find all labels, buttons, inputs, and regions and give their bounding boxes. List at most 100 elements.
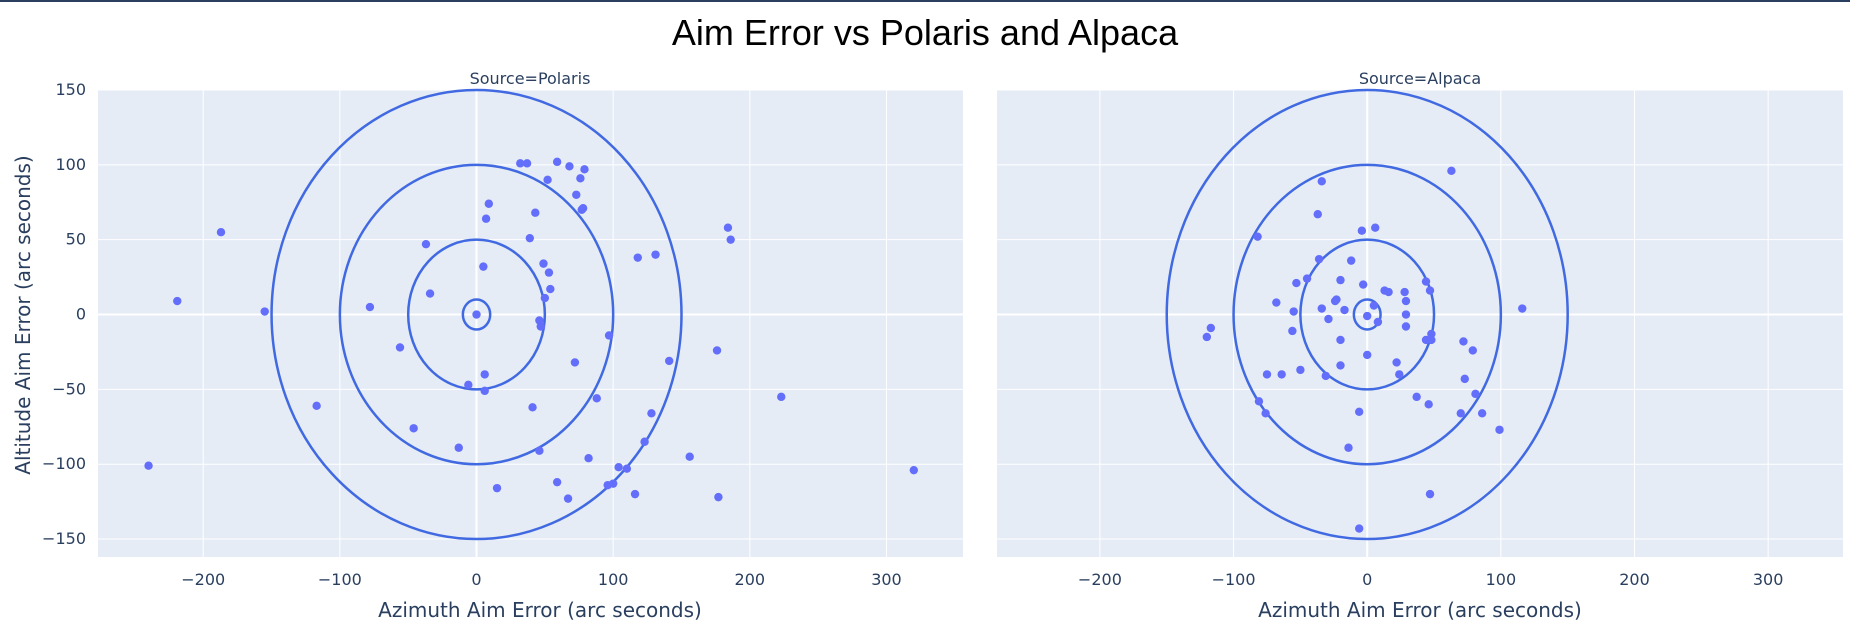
data-point bbox=[604, 331, 614, 340]
data-point bbox=[1289, 307, 1298, 316]
data-point bbox=[1313, 210, 1322, 219]
data-point bbox=[1425, 286, 1435, 295]
x-tick-label: −100 bbox=[318, 570, 362, 589]
grid-polaris bbox=[98, 89, 963, 557]
data-point bbox=[909, 465, 919, 475]
x-tick-label: 200 bbox=[1619, 570, 1650, 589]
target-ring bbox=[461, 298, 492, 331]
data-point bbox=[1206, 323, 1216, 333]
top-border bbox=[0, 0, 1850, 2]
data-point bbox=[1447, 166, 1456, 176]
data-point bbox=[640, 437, 649, 446]
y-tick-label: −100 bbox=[42, 454, 86, 473]
data-point bbox=[472, 310, 481, 319]
y-tick-label: 50 bbox=[66, 230, 86, 249]
data-point bbox=[1357, 226, 1367, 235]
target-ring bbox=[1232, 163, 1503, 466]
points-polaris bbox=[144, 157, 919, 503]
data-point bbox=[544, 268, 554, 277]
data-point bbox=[1421, 277, 1431, 286]
data-point bbox=[480, 370, 489, 379]
data-point bbox=[1401, 296, 1411, 306]
data-point bbox=[522, 159, 532, 168]
data-point bbox=[1468, 346, 1477, 355]
data-point bbox=[409, 424, 418, 433]
data-point bbox=[1336, 361, 1345, 370]
data-point bbox=[492, 483, 502, 493]
y-tick-label: 0 bbox=[76, 305, 86, 324]
data-point bbox=[1400, 287, 1409, 297]
data-point bbox=[1427, 329, 1436, 339]
data-point bbox=[580, 165, 589, 174]
data-point bbox=[312, 401, 321, 411]
data-point bbox=[1288, 326, 1297, 336]
panel-polaris: Source=Polaris −150 −100 −50 0 50 100 150 −200… bbox=[42, 69, 963, 589]
data-point bbox=[777, 392, 786, 402]
data-point bbox=[1371, 223, 1380, 232]
data-point bbox=[144, 461, 153, 470]
x-tick-label: 300 bbox=[871, 570, 902, 589]
y-tick-label: −50 bbox=[52, 379, 86, 398]
data-point bbox=[1401, 310, 1411, 319]
x-tick-label: 100 bbox=[598, 570, 629, 589]
x-tick-label: 0 bbox=[471, 570, 481, 589]
data-point bbox=[528, 403, 537, 412]
data-point bbox=[1336, 335, 1345, 345]
data-point bbox=[543, 175, 552, 185]
data-point bbox=[665, 356, 674, 366]
target-ring bbox=[338, 163, 615, 466]
panel-alpaca: Source=Alpaca −200 −100 0 100 200 300 bbox=[997, 69, 1843, 589]
subtitle-polaris: Source=Polaris bbox=[470, 69, 591, 88]
data-point bbox=[552, 157, 562, 167]
data-point bbox=[1471, 389, 1480, 399]
data-point bbox=[1518, 304, 1527, 313]
data-point bbox=[651, 250, 660, 259]
plot-area-alpaca bbox=[997, 90, 1843, 557]
data-point bbox=[1363, 350, 1372, 360]
data-point bbox=[1317, 304, 1326, 313]
y-tick-label: 150 bbox=[55, 80, 86, 99]
target-ring bbox=[1165, 88, 1569, 541]
x-ticks-alpaca: −200 −100 0 100 200 300 bbox=[1078, 570, 1783, 589]
data-point bbox=[540, 293, 550, 303]
data-point bbox=[395, 343, 405, 352]
data-point bbox=[552, 477, 562, 487]
data-point bbox=[647, 409, 656, 418]
data-point bbox=[516, 159, 525, 168]
data-point bbox=[614, 462, 623, 472]
data-point bbox=[572, 190, 581, 199]
x-tick-label: 300 bbox=[1753, 570, 1784, 589]
data-point bbox=[1373, 317, 1383, 327]
x-tick-label: −200 bbox=[1078, 570, 1122, 589]
data-point bbox=[630, 489, 640, 499]
data-point bbox=[1354, 407, 1364, 417]
data-point bbox=[525, 233, 535, 243]
data-point bbox=[535, 446, 544, 455]
plot-area-polaris bbox=[98, 90, 963, 557]
data-point bbox=[1344, 443, 1353, 452]
data-point bbox=[1363, 311, 1372, 321]
data-point bbox=[685, 452, 694, 461]
data-point bbox=[539, 259, 548, 268]
data-point bbox=[633, 253, 642, 262]
target-ring bbox=[1352, 298, 1382, 331]
data-point bbox=[1321, 371, 1330, 381]
data-point bbox=[1302, 274, 1312, 283]
data-point bbox=[563, 494, 573, 503]
data-point bbox=[1477, 409, 1487, 418]
data-point bbox=[1254, 397, 1264, 406]
data-point bbox=[1332, 295, 1341, 304]
data-point bbox=[1412, 392, 1421, 402]
data-point bbox=[592, 394, 601, 403]
data-point bbox=[576, 174, 585, 183]
data-point bbox=[1358, 280, 1368, 289]
data-point bbox=[584, 454, 593, 463]
data-point bbox=[723, 223, 733, 232]
data-point bbox=[1427, 335, 1436, 345]
x-axis-label-alpaca: Azimuth Aim Error (arc seconds) bbox=[1258, 598, 1582, 622]
data-point bbox=[1314, 254, 1324, 264]
data-point bbox=[365, 302, 375, 312]
y-tick-label: −150 bbox=[42, 529, 86, 548]
data-point bbox=[1253, 232, 1262, 241]
